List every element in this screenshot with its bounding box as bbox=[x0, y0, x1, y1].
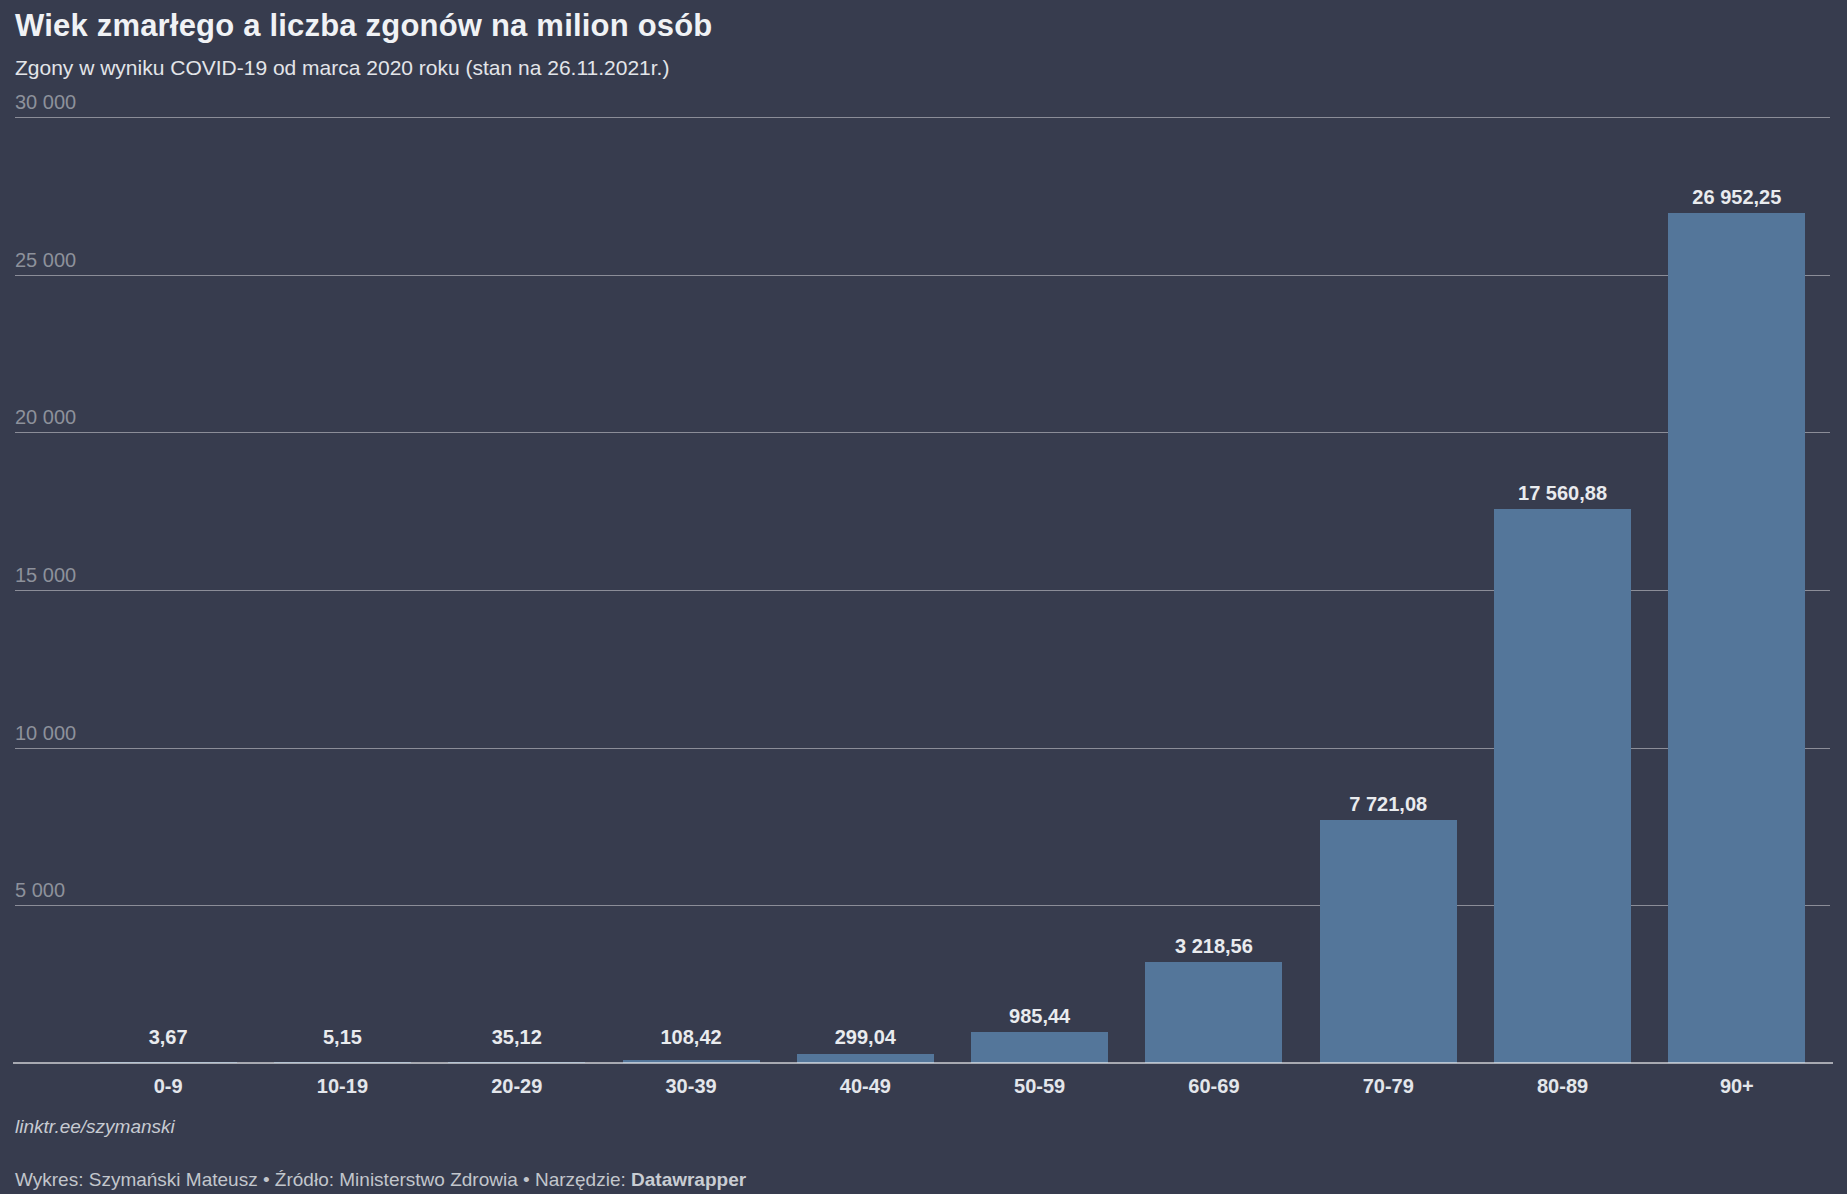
byline-link[interactable]: linktr.ee/szymanski bbox=[15, 1116, 175, 1138]
chart-canvas: Wiek zmarłego a liczba zgonów na milion … bbox=[0, 0, 1847, 1194]
bar-value-label-90plus: 26 952,25 bbox=[1627, 187, 1847, 207]
bar-value-label-70-79: 7 721,08 bbox=[1278, 794, 1498, 814]
gridline-30000 bbox=[15, 117, 1830, 118]
x-axis-baseline bbox=[13, 1062, 1833, 1064]
gridline-20000 bbox=[15, 432, 1830, 433]
ytick-label-15000: 15 000 bbox=[15, 564, 76, 586]
plot-area: 30 00025 00020 00015 00010 0005 0003,670… bbox=[0, 0, 1847, 1194]
ytick-label-25000: 25 000 bbox=[15, 249, 76, 271]
bar-90plus bbox=[1668, 213, 1805, 1063]
bar-value-label-50-59: 985,44 bbox=[930, 1006, 1150, 1026]
ytick-label-20000: 20 000 bbox=[15, 406, 76, 428]
category-label-90plus: 90+ bbox=[1627, 1075, 1847, 1097]
ytick-label-30000: 30 000 bbox=[15, 91, 76, 113]
bar-60-69 bbox=[1145, 962, 1282, 1063]
bar-50-59 bbox=[971, 1032, 1108, 1063]
bar-value-label-60-69: 3 218,56 bbox=[1104, 936, 1324, 956]
attribution: Wykres: Szymański Mateusz • Źródło: Mini… bbox=[15, 1169, 746, 1191]
bar-70-79 bbox=[1320, 820, 1457, 1063]
gridline-25000 bbox=[15, 275, 1830, 276]
ytick-label-10000: 10 000 bbox=[15, 722, 76, 744]
ytick-label-5000: 5 000 bbox=[15, 879, 65, 901]
attribution-tool-link[interactable]: Datawrapper bbox=[631, 1169, 746, 1190]
attribution-text: Wykres: Szymański Mateusz • Źródło: Mini… bbox=[15, 1169, 631, 1190]
bar-value-label-40-49: 299,04 bbox=[755, 1027, 975, 1047]
bar-80-89 bbox=[1494, 509, 1631, 1063]
bar-value-label-80-89: 17 560,88 bbox=[1453, 483, 1673, 503]
